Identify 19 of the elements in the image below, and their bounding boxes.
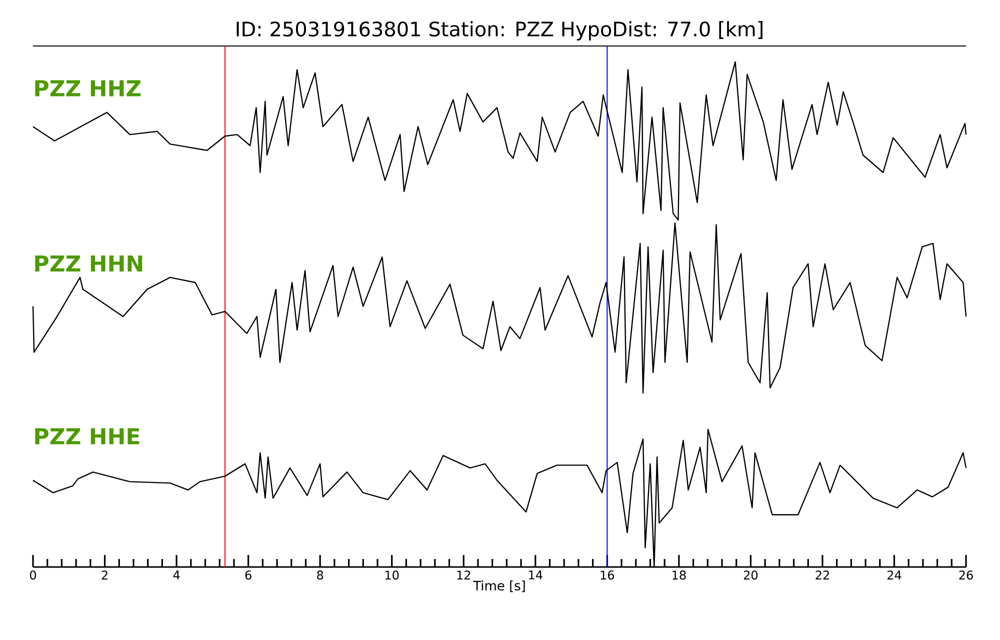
chart-title: ID: 250319163801 Station: PZZ HypoDist: 77.0 [km] [236,21,762,40]
series-label: PZZ HHE [35,428,140,444]
x-tick-label: 22 [816,570,829,580]
x-tick-label: 16 [600,570,614,580]
x-tick-label: 20 [744,570,758,580]
x-tick-label: 4 [173,570,180,580]
x-tick-label: 12 [457,570,470,580]
x-tick-label: 14 [529,570,542,580]
x-tick-label: 0 [30,570,36,580]
x-axis-title: Time [s] [473,580,525,592]
x-tick-label: 6 [245,570,252,580]
series-label: PZZ HHZ [35,80,141,96]
x-tick-label: 18 [672,570,686,580]
x-tick-label: 8 [317,570,324,580]
x-tick-label: 10 [386,570,399,580]
x-tick-label: 24 [887,570,902,580]
series-label: PZZ HHN [35,256,142,272]
x-tick-label: 2 [102,570,108,580]
x-tick-label: 26 [959,570,973,580]
